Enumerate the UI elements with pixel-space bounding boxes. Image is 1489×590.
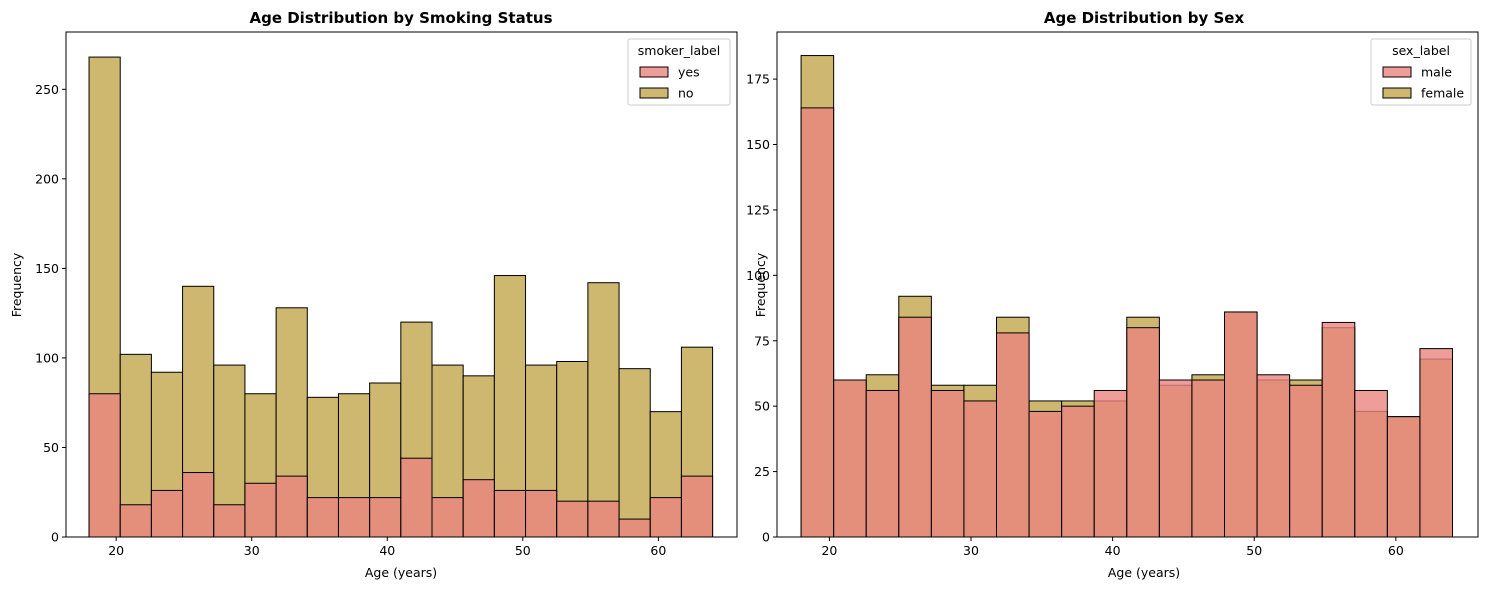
- legend-swatch-male: [1382, 66, 1412, 78]
- legend-title: smoker_label: [638, 43, 720, 58]
- y-tick-label: 150: [35, 261, 59, 276]
- legend-label-no: no: [678, 86, 694, 101]
- bar-yes-3: [182, 472, 215, 538]
- bar-male-8: [1061, 405, 1095, 538]
- y-tick-label: 150: [746, 137, 770, 152]
- plot-frame: [65, 31, 738, 538]
- legend-swatch-female: [1382, 87, 1412, 99]
- x-tick-label: 40: [379, 543, 395, 558]
- legend-title: sex_label: [1392, 43, 1450, 58]
- plot-frame: [776, 31, 1479, 538]
- bar-yes-7: [306, 497, 339, 538]
- bar-yes-5: [244, 482, 277, 538]
- chart-title: Age Distribution by Sex: [1044, 9, 1245, 27]
- bar-no-16: [587, 282, 620, 538]
- legend-label-female: female: [1421, 86, 1464, 101]
- bar-male-7: [1028, 410, 1063, 538]
- bar-yes-13: [493, 489, 527, 538]
- bar-yes-6: [275, 475, 308, 538]
- chart-smoking-status: Age Distribution by Smoking Status Age (…: [9, 9, 738, 580]
- bar-yes-10: [400, 457, 433, 538]
- x-tick-label: 50: [515, 543, 531, 558]
- x-ticks: 20 30 40 50 60: [821, 537, 1404, 558]
- x-axis-label: Age (years): [365, 565, 437, 580]
- bar-yes-14: [525, 489, 558, 538]
- bar-yes-16: [587, 500, 620, 538]
- y-tick-label: 250: [35, 82, 59, 97]
- bar-male-11: [1158, 379, 1193, 538]
- x-tick-label: 30: [963, 543, 979, 558]
- bar-yes-19: [680, 475, 714, 538]
- legend-swatch-no: [639, 87, 669, 99]
- x-tick-label: 40: [1105, 543, 1121, 558]
- legend: smoker_label yes no: [627, 38, 731, 106]
- bar-male-14: [1256, 374, 1291, 538]
- y-tick-label: 50: [754, 399, 770, 414]
- y-ticks: 0 50 100 150 200 250: [35, 82, 66, 545]
- bar-male-18: [1386, 416, 1421, 538]
- bar-male-6: [996, 332, 1030, 538]
- bar-yes-15: [556, 500, 589, 538]
- bar-male-17: [1354, 389, 1388, 538]
- bar-male-5: [963, 400, 998, 538]
- legend-label-yes: yes: [678, 65, 700, 80]
- chart-title: Age Distribution by Smoking Status: [249, 9, 552, 27]
- bar-yes-12: [462, 479, 495, 538]
- y-tick-label: 200: [35, 171, 59, 186]
- y-tick-label: 25: [754, 464, 770, 479]
- bar-male-1: [833, 379, 867, 538]
- bar-male-16: [1321, 321, 1356, 538]
- y-axis-label: Frequency: [9, 252, 24, 317]
- bar-group: [88, 56, 714, 538]
- bar-male-2: [865, 389, 900, 538]
- y-tick-label: 175: [746, 72, 770, 87]
- y-tick-label: 0: [51, 530, 59, 545]
- x-ticks: 20 30 40 50 60: [108, 537, 666, 558]
- y-tick-label: 0: [762, 530, 770, 545]
- chart-sex: Age Distribution by Sex Age (years) Freq…: [746, 9, 1479, 580]
- legend-swatch-yes: [639, 66, 669, 78]
- bar-yes-18: [649, 497, 682, 538]
- legend-label-male: male: [1421, 65, 1452, 80]
- y-tick-label: 100: [35, 350, 59, 365]
- bar-no-17: [618, 368, 651, 538]
- bar-male-19: [1419, 348, 1454, 538]
- bar-yes-1: [119, 504, 152, 538]
- bar-yes-2: [150, 489, 184, 538]
- bar-yes-17: [618, 518, 651, 538]
- bar-yes-4: [213, 504, 246, 538]
- legend: sex_label male female: [1370, 38, 1472, 106]
- bar-yes-11: [431, 497, 464, 538]
- x-tick-label: 50: [1246, 543, 1262, 558]
- bar-yes-9: [369, 497, 402, 538]
- x-tick-label: 60: [650, 543, 666, 558]
- bar-male-0: [800, 107, 835, 538]
- y-tick-label: 100: [746, 268, 770, 283]
- bar-group: [800, 55, 1454, 538]
- bar-male-15: [1289, 384, 1323, 538]
- y-tick-label: 50: [43, 440, 59, 455]
- bar-male-3: [898, 316, 932, 538]
- bar-male-13: [1224, 311, 1258, 538]
- y-ticks: 0 25 50 75 100 125 150 175: [746, 72, 777, 545]
- bar-male-10: [1126, 327, 1160, 538]
- x-axis-label: Age (years): [1108, 565, 1180, 580]
- y-tick-label: 75: [754, 333, 770, 348]
- x-tick-label: 60: [1388, 543, 1404, 558]
- bar-male-4: [930, 389, 965, 538]
- x-tick-label: 20: [821, 543, 837, 558]
- x-tick-label: 30: [244, 543, 260, 558]
- bar-yes-8: [337, 497, 371, 538]
- bar-male-9: [1093, 389, 1128, 538]
- y-tick-label: 125: [746, 202, 770, 217]
- bar-male-12: [1191, 379, 1226, 538]
- y-axis-label: Frequency: [753, 252, 768, 317]
- x-tick-label: 20: [108, 543, 124, 558]
- bar-yes-0: [88, 393, 121, 538]
